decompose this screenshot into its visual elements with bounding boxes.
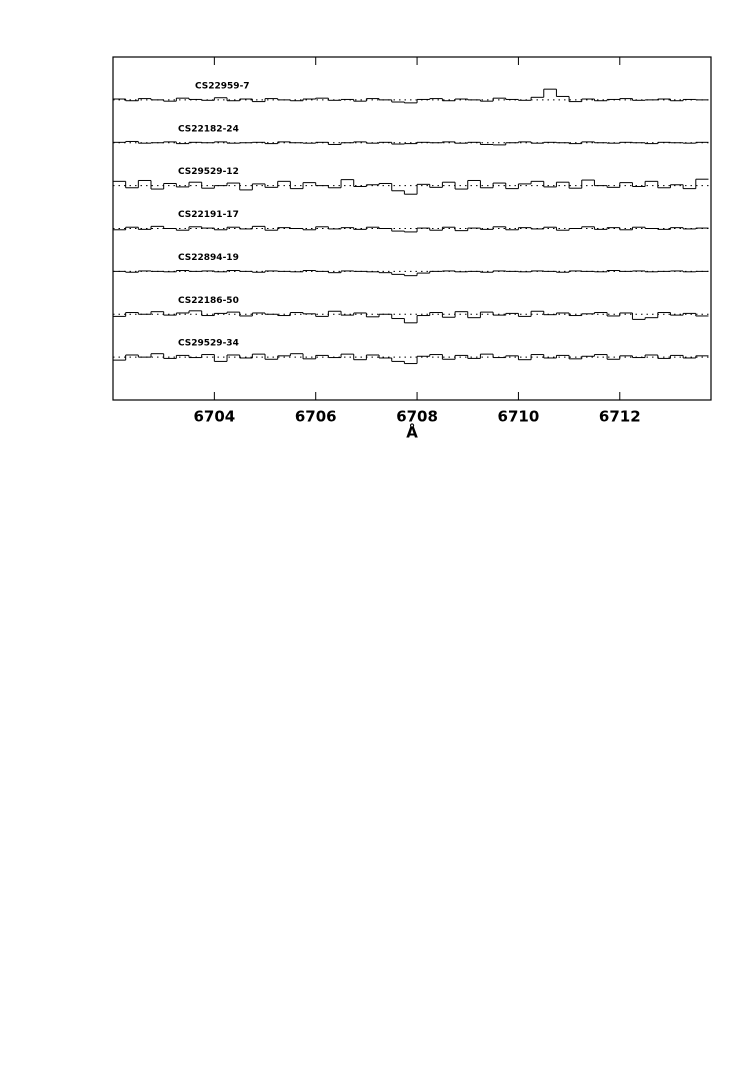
step-connector <box>125 353 697 364</box>
spectrum-label: CS29529-12 <box>178 167 239 177</box>
x-tick-label: 6704 <box>193 408 235 426</box>
spectrum-label: CS22894-19 <box>178 253 239 263</box>
spectrum-label: CS29529-34 <box>178 339 239 349</box>
step-connector <box>125 141 697 145</box>
spectrum-label: CS22959-7 <box>195 81 250 91</box>
spectrum-label: CS22182-24 <box>178 124 239 134</box>
step-connector <box>125 270 697 276</box>
spectrum-label: CS22186-50 <box>178 296 239 306</box>
step-connector <box>125 226 697 232</box>
step-connector <box>125 89 697 103</box>
x-tick-label: 6706 <box>295 408 337 426</box>
step-connector <box>125 179 697 195</box>
x-axis-label: Å <box>406 423 418 442</box>
x-tick-label: 6712 <box>599 408 641 426</box>
x-tick-label: 6710 <box>498 408 540 426</box>
spectrum-label: CS22191-17 <box>178 210 239 220</box>
step-connector <box>125 310 697 323</box>
x-tick-label: 6708 <box>396 408 438 426</box>
